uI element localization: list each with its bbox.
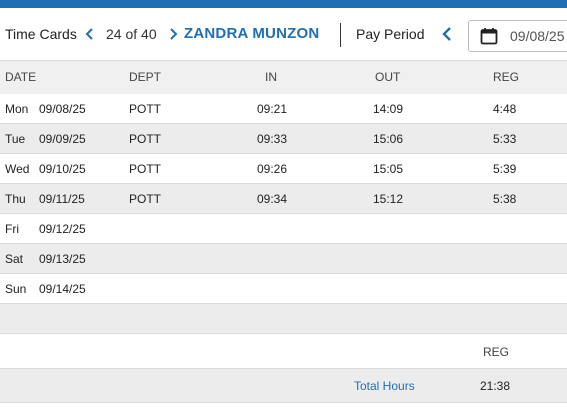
column-header-out: OUT [375, 70, 401, 84]
chevron-left-icon [85, 28, 93, 40]
calendar-icon [480, 28, 498, 45]
pay-period-date-picker[interactable]: 09/08/25 [468, 20, 567, 52]
table-row[interactable]: Tue 09/09/25 POTT 09:33 15:06 5:33 [0, 124, 567, 154]
row-day: Tue [5, 132, 26, 146]
row-out: 15:05 [373, 162, 404, 176]
row-in: 09:34 [257, 192, 288, 206]
pay-period-label: Pay Period [356, 26, 425, 42]
timecard-header: Time Cards 24 of 40 ZANDRA MUNZON Pay Pe… [0, 8, 567, 61]
column-header-date: DATE [5, 70, 37, 84]
total-hours-row: Total Hours 21:38 [0, 369, 567, 403]
previous-pay-period-button[interactable] [440, 24, 454, 44]
row-in: 09:33 [257, 132, 288, 146]
row-date: 09/09/25 [39, 132, 86, 146]
summary-column-reg: REG [483, 345, 510, 359]
row-date: 09/08/25 [39, 102, 86, 116]
row-in: 09:26 [257, 162, 288, 176]
row-out: 15:06 [373, 132, 404, 146]
table-row[interactable]: Sun 09/14/25 [0, 274, 567, 304]
pay-period-date: 09/08/25 [510, 28, 565, 44]
table-row[interactable]: Mon 09/08/25 POTT 09:21 14:09 4:48 [0, 94, 567, 124]
row-day: Sun [5, 282, 27, 296]
column-header-dept: DEPT [129, 70, 162, 84]
row-day: Sat [5, 252, 24, 266]
table-row[interactable]: Sat 09/13/25 [0, 244, 567, 274]
total-hours-label: Total Hours [354, 379, 415, 393]
row-date: 09/14/25 [39, 282, 86, 296]
row-date: 09/13/25 [39, 252, 86, 266]
row-dept: POTT [129, 162, 161, 176]
row-in: 09:21 [257, 102, 288, 116]
row-day: Thu [5, 192, 26, 206]
next-employee-button[interactable] [166, 24, 180, 44]
row-reg: 4:48 [493, 102, 517, 116]
table-header: DATE DEPT IN OUT REG [0, 61, 567, 95]
top-accent-bar [0, 0, 567, 8]
summary-header: REG [0, 334, 567, 369]
row-reg: 5:39 [493, 162, 517, 176]
previous-employee-button[interactable] [83, 24, 97, 44]
row-out: 15:12 [373, 192, 404, 206]
total-hours-value: 21:38 [480, 379, 511, 393]
row-dept: POTT [129, 102, 161, 116]
row-day: Mon [5, 102, 29, 116]
row-dept: POTT [129, 132, 161, 146]
row-reg: 5:38 [493, 192, 517, 206]
row-dept: POTT [129, 192, 161, 206]
table-row-empty [0, 304, 567, 334]
header-divider [340, 23, 341, 47]
column-header-in: IN [265, 70, 277, 84]
column-header-reg: REG [493, 70, 520, 84]
record-counter: 24 of 40 [106, 26, 157, 42]
row-day: Fri [5, 222, 19, 236]
table-row[interactable]: Wed 09/10/25 POTT 09:26 15:05 5:39 [0, 154, 567, 184]
row-date: 09/11/25 [39, 192, 85, 206]
table-row[interactable]: Fri 09/12/25 [0, 214, 567, 244]
chevron-right-icon [170, 28, 178, 40]
page-title: Time Cards [5, 26, 77, 42]
table-row[interactable]: Thu 09/11/25 POTT 09:34 15:12 5:38 [0, 184, 567, 214]
row-date: 09/10/25 [39, 162, 86, 176]
employee-name[interactable]: ZANDRA MUNZON [184, 25, 320, 42]
chevron-left-icon [442, 27, 451, 41]
row-date: 09/12/25 [39, 222, 86, 236]
row-reg: 5:33 [493, 132, 517, 146]
row-day: Wed [5, 162, 30, 176]
row-out: 14:09 [373, 102, 404, 116]
